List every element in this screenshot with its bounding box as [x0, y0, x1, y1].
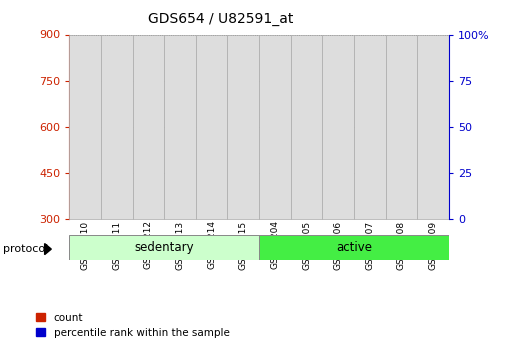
Bar [106, 146, 127, 219]
Bar [265, 124, 285, 219]
FancyBboxPatch shape [69, 34, 101, 219]
FancyBboxPatch shape [291, 34, 322, 219]
Text: protocol: protocol [3, 244, 48, 254]
Bar [201, 161, 222, 165]
Bar [233, 137, 253, 219]
Bar [233, 161, 253, 165]
Bar [328, 161, 348, 165]
Bar [328, 127, 348, 219]
Legend: count, percentile rank within the sample: count, percentile rank within the sample [36, 313, 230, 338]
FancyBboxPatch shape [101, 34, 132, 219]
FancyBboxPatch shape [196, 34, 227, 219]
Bar [138, 148, 159, 219]
FancyBboxPatch shape [132, 34, 164, 219]
Bar [170, 127, 190, 219]
Bar [106, 162, 127, 166]
Bar [170, 159, 190, 162]
Text: sedentary: sedentary [134, 241, 194, 254]
Bar [360, 113, 380, 219]
Bar [138, 163, 159, 167]
Bar [423, 125, 443, 219]
Text: active: active [336, 241, 372, 254]
Bar [75, 152, 95, 156]
Bar [391, 152, 412, 156]
Bar [296, 134, 317, 219]
Polygon shape [45, 244, 51, 255]
FancyBboxPatch shape [259, 34, 291, 219]
Bar [423, 158, 443, 162]
FancyBboxPatch shape [354, 34, 386, 219]
Bar [201, 135, 222, 219]
FancyBboxPatch shape [417, 34, 449, 219]
Text: GDS654 / U82591_at: GDS654 / U82591_at [148, 12, 293, 26]
FancyBboxPatch shape [259, 235, 449, 260]
FancyBboxPatch shape [322, 34, 354, 219]
Bar [265, 158, 285, 161]
Bar [360, 152, 380, 156]
FancyBboxPatch shape [386, 34, 417, 219]
Bar [296, 162, 317, 166]
FancyBboxPatch shape [164, 34, 196, 219]
FancyBboxPatch shape [227, 34, 259, 219]
Bar [75, 108, 95, 219]
FancyBboxPatch shape [69, 235, 259, 260]
Bar [391, 102, 412, 219]
